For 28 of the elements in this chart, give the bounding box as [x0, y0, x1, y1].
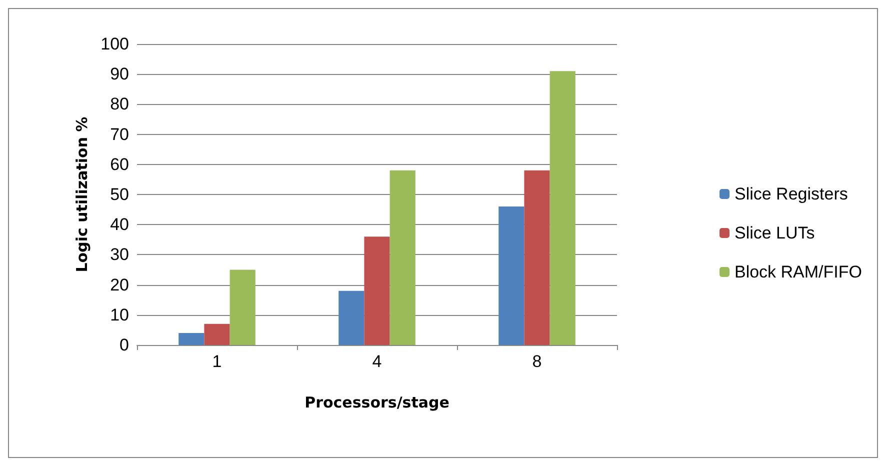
bar — [498, 206, 524, 345]
y-tick-label: 100 — [100, 34, 129, 54]
y-tick-label: 70 — [110, 124, 129, 144]
legend-label: Slice Registers — [734, 184, 848, 204]
bar — [524, 170, 550, 345]
bar — [178, 332, 204, 345]
legend-label: Slice LUTs — [734, 224, 815, 242]
y-tick-label: 60 — [110, 154, 129, 174]
y-tick-label: 20 — [110, 275, 129, 294]
y-tick-label: 10 — [110, 305, 129, 324]
legend-label: Block RAM/FIFO — [734, 262, 862, 282]
y-tick-label: 30 — [110, 245, 129, 264]
bar — [390, 170, 416, 345]
x-tick-label: 8 — [532, 352, 542, 371]
x-axis-title: Processors/stage — [304, 394, 450, 412]
bar — [204, 324, 230, 345]
y-tick-label: 0 — [120, 336, 129, 354]
y-tick-label: 40 — [110, 215, 129, 234]
y-tick-label: 80 — [110, 94, 129, 114]
bar — [364, 236, 390, 345]
y-tick-label: 50 — [110, 185, 129, 204]
y-tick-label: 90 — [110, 64, 129, 84]
x-tick-label: 1 — [212, 352, 222, 371]
y-axis-title: Logic utilization % — [73, 116, 92, 272]
bar — [230, 270, 256, 345]
bar — [338, 290, 364, 345]
x-tick-label: 4 — [372, 352, 382, 371]
bar — [550, 71, 576, 345]
